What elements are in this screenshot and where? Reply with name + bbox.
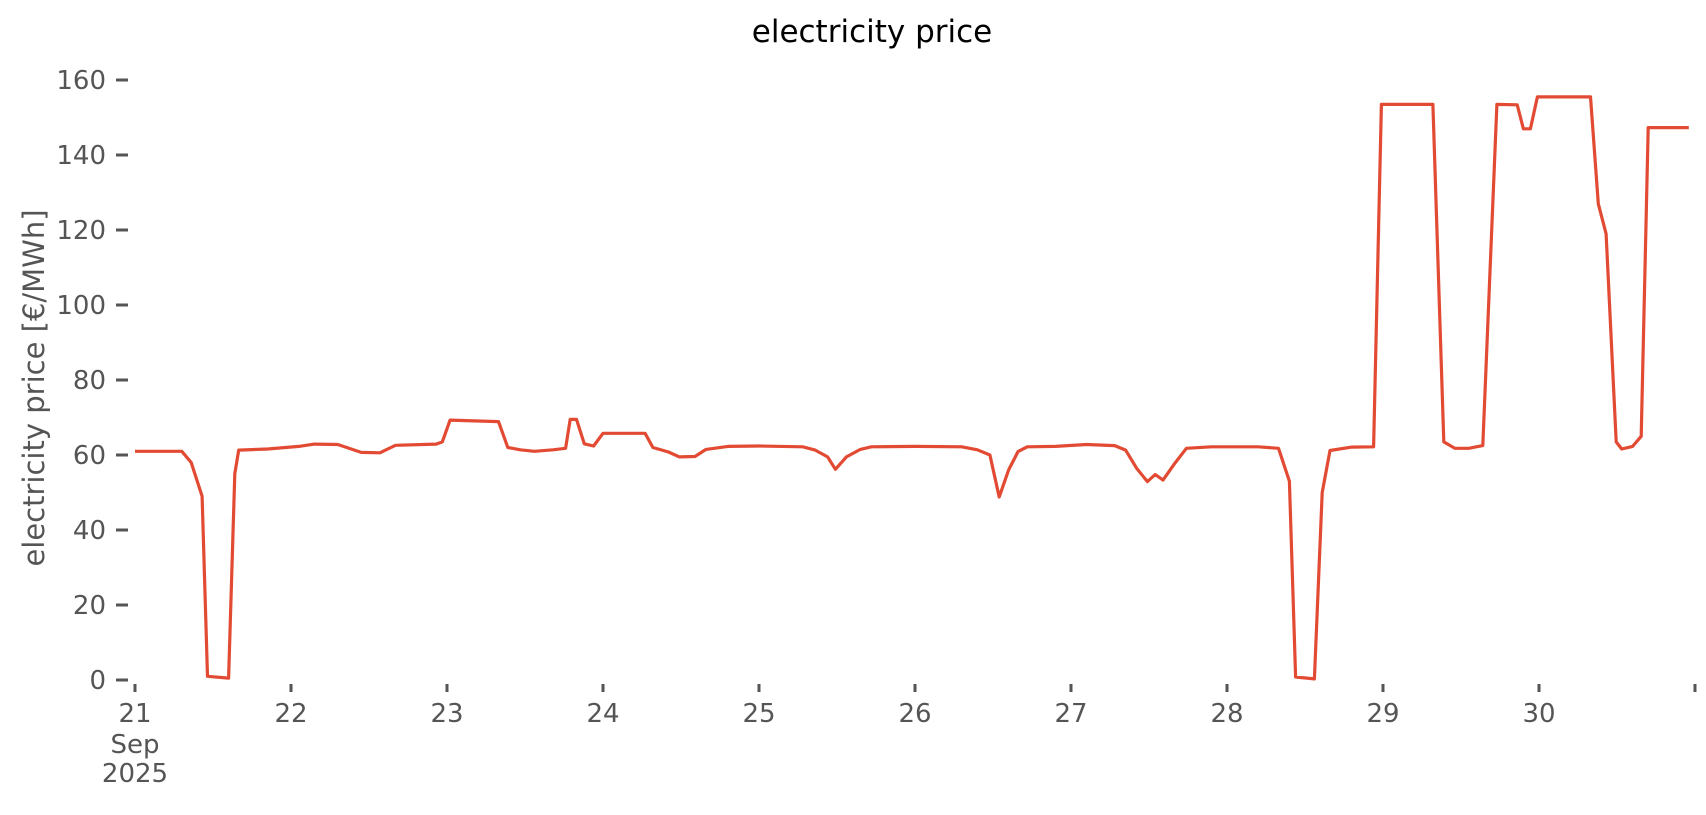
x-tick-label: 26 — [898, 699, 931, 729]
y-tick-label: 0 — [89, 666, 106, 696]
x-tick-label: 28 — [1210, 699, 1243, 729]
y-axis-label: electricity price [€/MWh] — [17, 209, 51, 567]
y-tick-label: 140 — [56, 141, 106, 171]
x-tick-sublabel: Sep — [110, 730, 159, 760]
price-line — [135, 95, 1689, 681]
x-tick-label: 27 — [1054, 699, 1087, 729]
y-tick-label: 160 — [56, 66, 106, 96]
y-tick-label: 80 — [73, 366, 106, 396]
x-tick-label: 30 — [1522, 699, 1555, 729]
y-tick-label: 100 — [56, 291, 106, 321]
y-tick-label: 40 — [73, 516, 106, 546]
y-tick-label: 120 — [56, 216, 106, 246]
x-tick-label: 21 — [118, 699, 151, 729]
x-tick-label: 25 — [742, 699, 775, 729]
chart-title: electricity price — [751, 14, 993, 50]
y-tick-label: 60 — [73, 441, 106, 471]
x-tick-sublabel: 2025 — [102, 759, 168, 789]
x-tick-label: 22 — [274, 699, 307, 729]
x-tick-label: 23 — [430, 699, 463, 729]
x-tick-label: 29 — [1366, 699, 1399, 729]
x-tick-label: 24 — [586, 699, 619, 729]
y-tick-label: 20 — [73, 591, 106, 621]
